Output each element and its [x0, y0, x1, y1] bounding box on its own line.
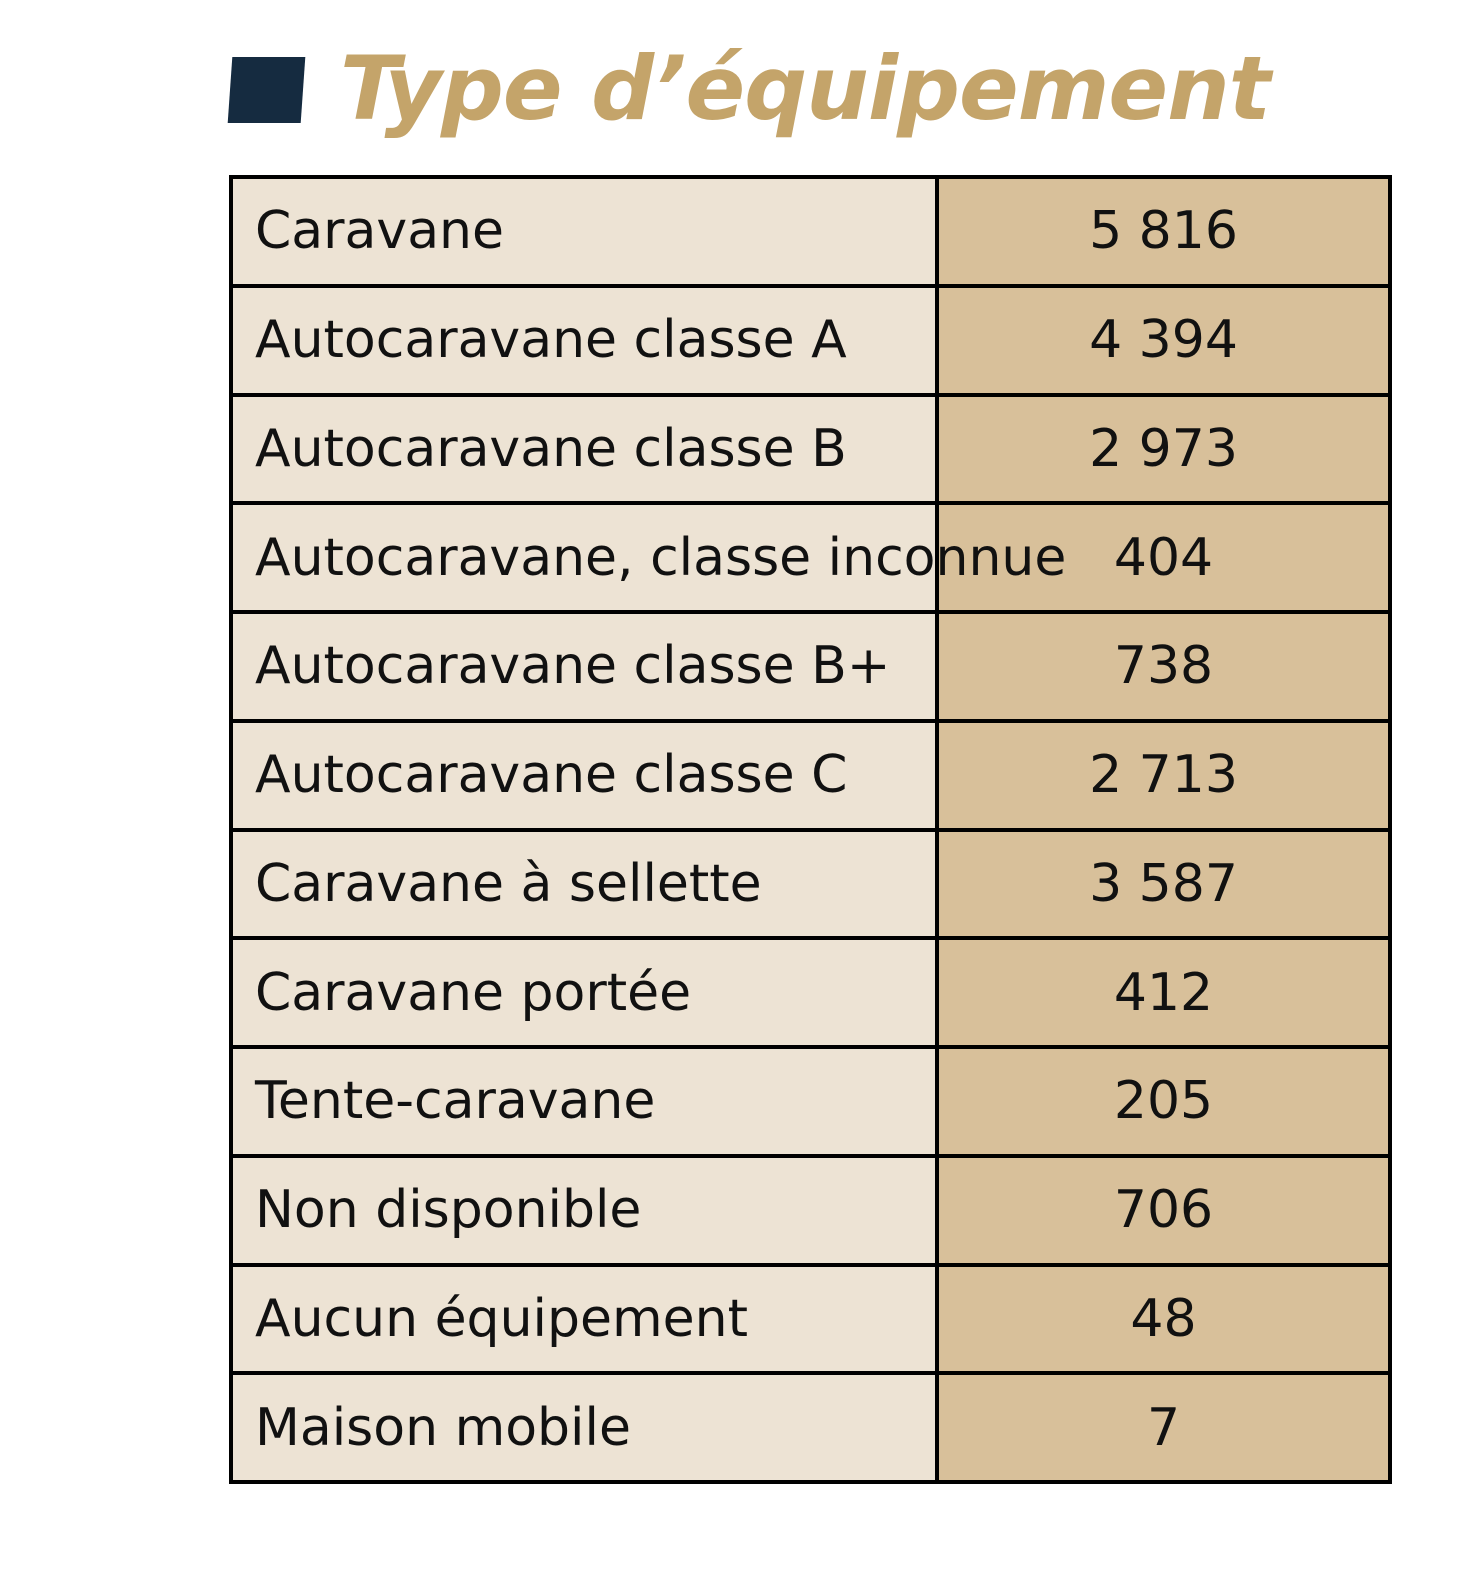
table-row: Autocaravane classe B+ 738: [229, 610, 1392, 723]
row-label: Caravane portée: [229, 936, 939, 1049]
row-label: Autocaravane classe B+: [229, 610, 939, 723]
row-value: 3 587: [935, 827, 1392, 941]
row-label: Maison mobile: [229, 1371, 939, 1484]
row-value: 4 394: [935, 283, 1392, 397]
row-value: 5 816: [935, 175, 1392, 288]
row-value: 412: [935, 936, 1392, 1049]
table-row: Aucun équipement 48: [229, 1262, 1392, 1376]
section-title: Type d’équipement: [340, 37, 1271, 140]
row-label: Caravane: [229, 175, 939, 288]
table-row: Maison mobile 7: [229, 1371, 1392, 1484]
row-value: 7: [935, 1371, 1392, 1484]
row-label: Autocaravane classe A: [229, 283, 939, 397]
table-row: Autocaravane, classe inconnue 404: [229, 501, 1392, 614]
row-value: 706: [935, 1153, 1392, 1267]
row-label: Autocaravane classe C: [229, 718, 939, 832]
row-label: Aucun équipement: [229, 1262, 939, 1376]
table-row: Caravane à sellette 3 587: [229, 827, 1392, 941]
table-row: Non disponible 706: [229, 1153, 1392, 1267]
row-label: Autocaravane classe B: [229, 392, 939, 506]
table-row: Caravane portée 412: [229, 936, 1392, 1049]
title-marker: [227, 57, 306, 123]
table-row: Tente-caravane 205: [229, 1045, 1392, 1158]
row-value: 48: [935, 1262, 1392, 1376]
table-row: Caravane 5 816: [229, 175, 1392, 288]
row-value: 404: [935, 501, 1392, 614]
row-label: Tente-caravane: [229, 1045, 939, 1158]
row-value: 2 973: [935, 392, 1392, 506]
row-value: 738: [935, 610, 1392, 723]
row-label: Autocaravane, classe inconnue: [229, 501, 1066, 614]
row-value: 205: [935, 1045, 1392, 1158]
row-value: 2 713: [935, 718, 1392, 832]
row-label: Non disponible: [229, 1153, 939, 1267]
row-label: Caravane à sellette: [229, 827, 939, 941]
